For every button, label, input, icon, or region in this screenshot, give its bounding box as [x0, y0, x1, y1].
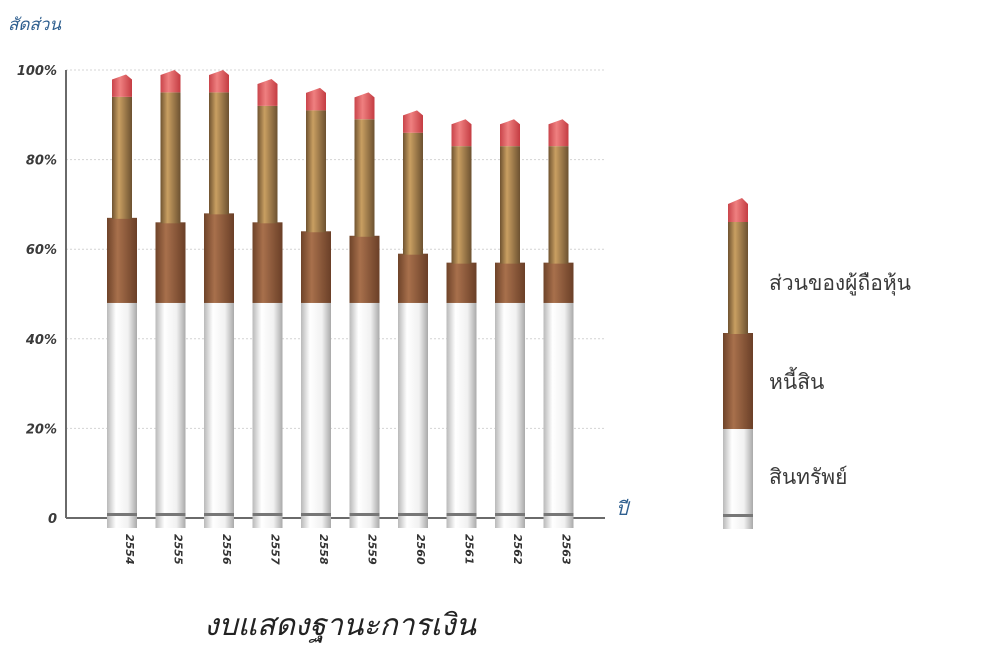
bar-segment-equity	[306, 110, 326, 233]
legend-icon-middle	[723, 333, 753, 429]
x-tick-label: 2559	[366, 534, 379, 565]
legend-icon-base-ring	[723, 514, 753, 517]
legend-label-assets: สินทรัพย์	[769, 465, 847, 489]
x-tick-label: 2555	[172, 534, 185, 565]
legend-icon-top	[728, 222, 748, 334]
lipstick-bar-2555	[155, 70, 186, 528]
bar-base-ring	[204, 513, 234, 516]
legend-icon-base	[723, 428, 753, 529]
bar-segment-equity	[112, 96, 132, 219]
bar-base-ring	[398, 513, 428, 516]
bar-segment-assets	[398, 302, 428, 528]
y-tick-label: 100%	[17, 64, 57, 79]
x-tick-label: 2561	[463, 534, 476, 565]
x-tick-label: 2563	[560, 534, 573, 565]
bar-segment-liabilities	[495, 262, 525, 303]
legend-label-equity: ส่วนของผู้ถือหุ้น	[769, 271, 911, 296]
bar-base-ring	[107, 513, 137, 516]
bar-tip	[354, 92, 375, 120]
bar-segment-liabilities	[252, 222, 283, 303]
bar-tip	[112, 74, 132, 97]
bar-base-ring	[349, 513, 380, 516]
bar-tip	[209, 70, 229, 93]
bar-base-ring	[446, 513, 477, 516]
y-tick-labels: 0 20% 40% 60% 80% 100%	[17, 64, 57, 527]
bar-tip	[306, 87, 326, 111]
bar-segment-equity	[354, 119, 375, 237]
bar-segment-liabilities	[155, 222, 186, 303]
bar-segment-liabilities	[301, 231, 331, 303]
y-tick-label: 60%	[26, 243, 57, 258]
x-tick-label: 2556	[220, 534, 233, 565]
bar-base-ring	[495, 513, 525, 516]
x-tick-label: 2557	[269, 534, 282, 565]
bars	[107, 70, 574, 528]
y-tick-label: 0	[48, 512, 57, 527]
bar-segment-liabilities	[398, 253, 428, 303]
bar-segment-assets	[446, 302, 477, 528]
lipstick-bar-2556	[204, 70, 234, 528]
bar-segment-assets	[301, 302, 331, 528]
x-tick-labels: 2554 2555 2556 2557 2558 2559 2560 2561 2562 2563	[123, 534, 573, 565]
bar-base-ring	[155, 513, 186, 516]
lipstick-bar-2561	[446, 119, 477, 528]
bar-segment-equity	[451, 146, 472, 264]
legend: ส่วนของผู้ถือหุ้น หนี้สิน สินทรัพย์	[723, 198, 911, 529]
legend-icon-tip	[728, 198, 748, 222]
legend-lipstick-icon	[723, 198, 753, 529]
bar-base-ring	[543, 513, 574, 516]
x-tick-label: 2560	[414, 534, 427, 565]
bar-tip	[403, 110, 423, 133]
bar-tip	[500, 119, 520, 147]
bar-tip	[548, 119, 569, 147]
lipstick-bar-2558	[301, 87, 331, 528]
bar-segment-equity	[548, 146, 569, 264]
y-tick-label: 40%	[25, 333, 57, 348]
bar-segment-assets	[543, 302, 574, 528]
bar-segment-assets	[252, 302, 283, 528]
lipstick-bar-2557	[252, 78, 283, 528]
bar-segment-equity	[209, 92, 229, 215]
bar-segment-assets	[349, 302, 380, 528]
bar-base-ring	[301, 513, 331, 516]
lipstick-bar-2560	[398, 110, 428, 528]
x-tick-label: 2562	[511, 534, 524, 565]
lipstick-bar-2563	[543, 119, 574, 528]
y-tick-label: 80%	[26, 154, 57, 169]
bar-tip	[160, 70, 181, 93]
bar-segment-liabilities	[107, 217, 137, 303]
bar-tip	[257, 78, 278, 106]
bar-segment-liabilities	[446, 262, 477, 303]
x-tick-label: 2558	[317, 534, 330, 565]
bar-segment-liabilities	[204, 213, 234, 303]
bar-segment-equity	[500, 146, 520, 264]
x-tick-label: 2554	[123, 534, 136, 565]
x-axis-title: ปี	[616, 498, 631, 520]
bar-segment-assets	[495, 302, 525, 528]
chart-title: งบแสดงฐานะการเงิน	[204, 608, 478, 643]
lipstick-bar-2554	[107, 74, 137, 528]
bar-base-ring	[252, 513, 283, 516]
y-axis-title: สัดส่วน	[8, 15, 61, 35]
bar-tip	[451, 119, 472, 147]
bar-segment-equity	[160, 92, 181, 224]
legend-label-liabilities: หนี้สิน	[769, 367, 824, 394]
bar-segment-assets	[155, 302, 186, 528]
bar-segment-equity	[403, 132, 423, 255]
bar-segment-assets	[107, 302, 137, 528]
bar-segment-liabilities	[543, 262, 574, 303]
y-tick-label: 20%	[26, 422, 57, 437]
bar-segment-assets	[204, 302, 234, 528]
bar-segment-equity	[257, 105, 278, 224]
lipstick-bar-2559	[349, 92, 380, 528]
bar-segment-liabilities	[349, 235, 380, 303]
lipstick-bar-2562	[495, 119, 525, 528]
